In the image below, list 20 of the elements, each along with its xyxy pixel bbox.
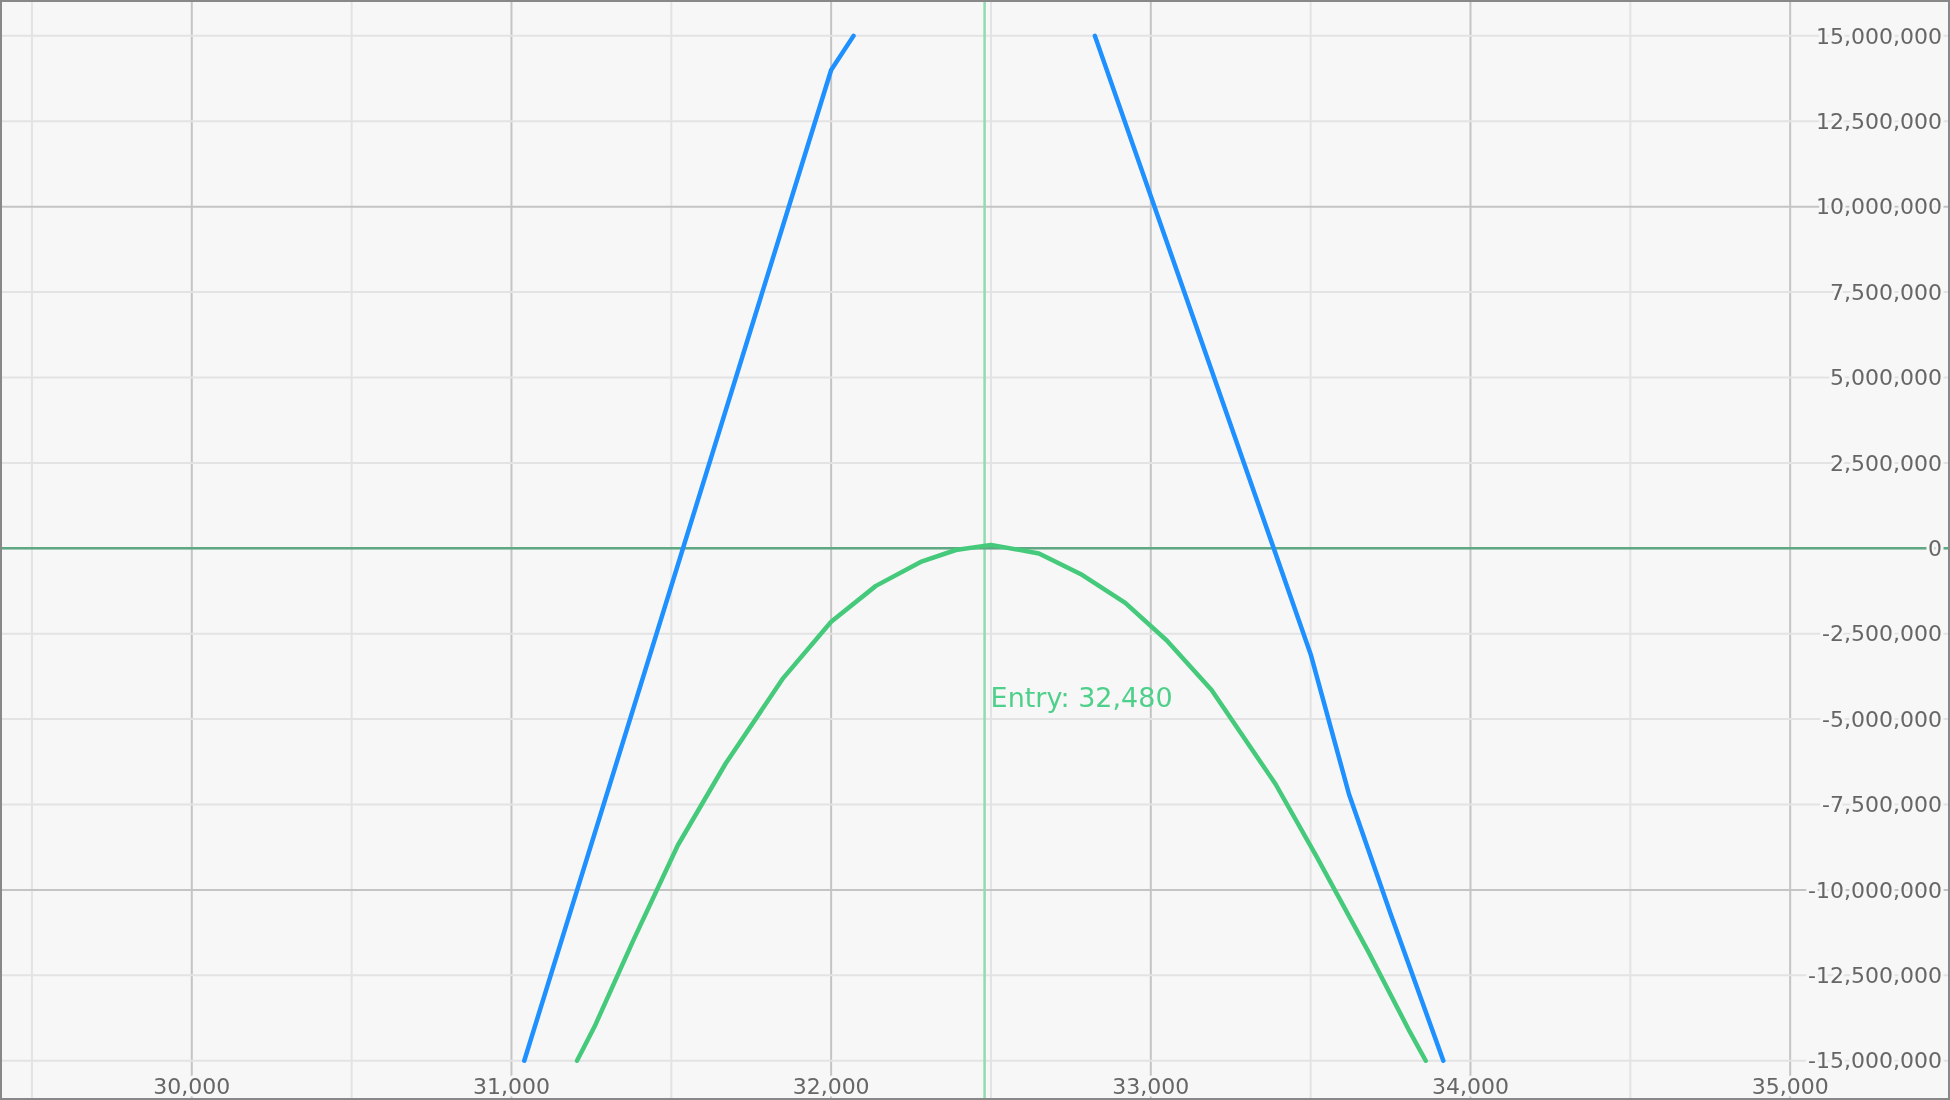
x-tick-label: 34,000	[1432, 1074, 1509, 1099]
y-tick-label: 12,500,000	[1816, 108, 1942, 134]
x-tick-label: 32,000	[792, 1074, 870, 1099]
x-tick-label: 30,000	[153, 1074, 231, 1099]
y-tick-label: 10,000,000	[1816, 194, 1942, 220]
y-tick-label: 15,000,000	[1816, 23, 1942, 49]
y-tick-label: -7,500,000	[1822, 792, 1942, 818]
y-tick-label: -5,000,000	[1822, 706, 1942, 732]
x-tick-label: 33,000	[1112, 1074, 1190, 1099]
ref-line-label: Entry: 32,480	[990, 682, 1173, 714]
y-tick-label: 2,500,000	[1830, 450, 1942, 476]
y-tick-label: 5,000,000	[1830, 365, 1942, 391]
y-tick-label: -2,500,000	[1822, 621, 1942, 647]
y-tick-label: -12,500,000	[1808, 963, 1942, 989]
y-tick-label: -15,000,000	[1808, 1048, 1942, 1074]
x-tick-label: 31,000	[472, 1074, 550, 1099]
x-tick-label: 35,000	[1751, 1074, 1829, 1099]
y-tick-label: -10,000,000	[1808, 877, 1942, 903]
y-tick-label: 7,500,000	[1830, 279, 1942, 305]
line-series	[574, 542, 1428, 1063]
